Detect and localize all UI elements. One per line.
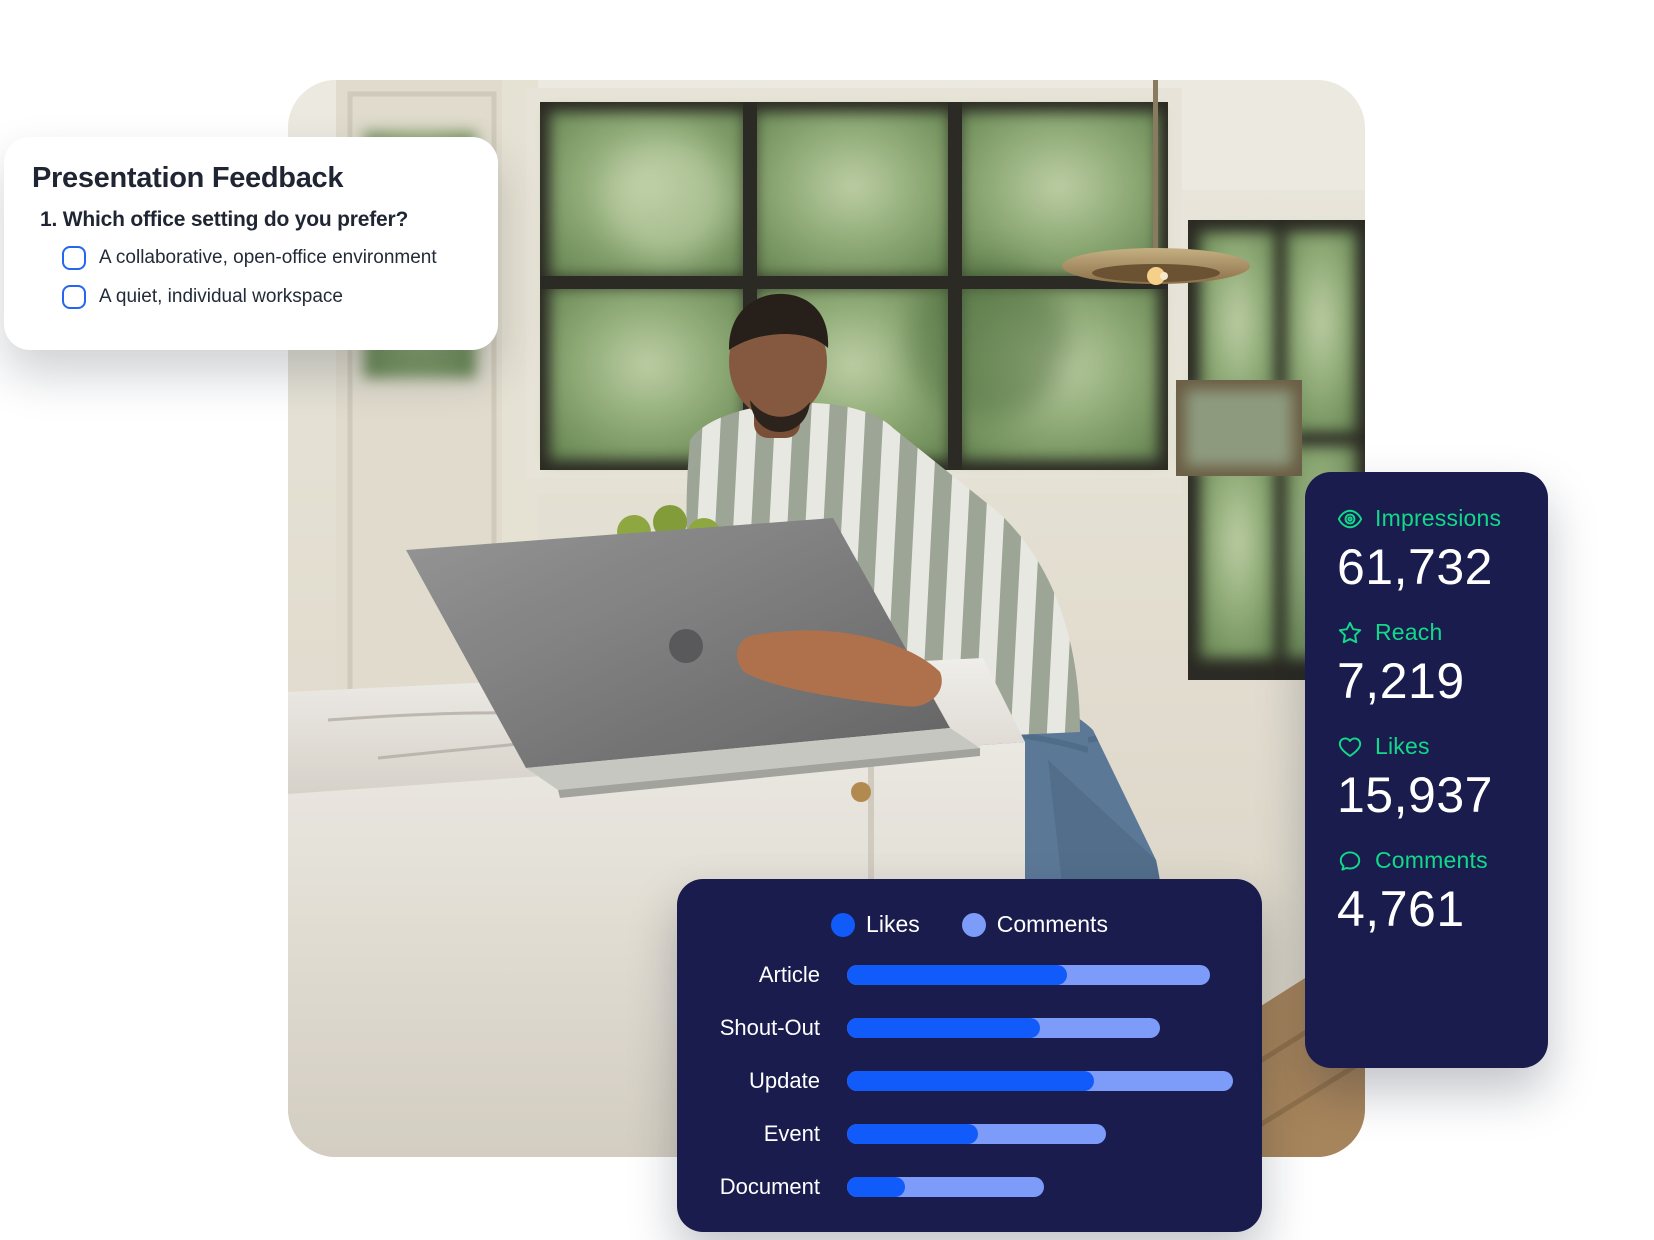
forearm <box>736 630 942 707</box>
chart-category-label: Shout-Out <box>719 1015 820 1040</box>
chart-row: Shout-Out <box>677 1015 1262 1040</box>
bar-likes-segment <box>847 965 1068 985</box>
stat-header: Comments <box>1337 847 1528 874</box>
bar-likes-segment <box>847 1177 905 1197</box>
feedback-card-title: Presentation Feedback <box>32 162 344 194</box>
presentation-feedback-card: Presentation Feedback 1. Which office se… <box>4 137 498 350</box>
legend-dot-icon <box>831 912 856 937</box>
stat-block: Comments 4,761 <box>1337 847 1528 937</box>
beard <box>750 400 810 432</box>
chat-icon <box>1339 850 1361 871</box>
legend-label: Comments <box>996 911 1108 937</box>
chart-category-label: Update <box>749 1068 820 1093</box>
apple-logo <box>669 629 703 663</box>
feedback-options: A collaborative, open-office environment… <box>62 246 470 309</box>
stat-block: Impressions 61,732 <box>1337 505 1528 595</box>
bar-likes-segment <box>847 1018 1040 1038</box>
chart-row: Document <box>677 1174 1262 1199</box>
heart-icon <box>1338 736 1362 757</box>
stat-header: Impressions <box>1337 505 1528 532</box>
chart-category-label: Article <box>758 962 820 987</box>
engagement-chart-card: Likes Comments Article Shout-Out Update Even… <box>677 879 1262 1232</box>
chart-category-label: Document <box>719 1174 820 1199</box>
hair <box>728 293 829 350</box>
checkbox-option[interactable]: A collaborative, open-office environment <box>62 246 470 270</box>
chart-category-label: Event <box>763 1121 820 1146</box>
framed-art <box>1176 380 1302 476</box>
legend-item: Likes <box>831 911 920 938</box>
stat-label: Likes <box>1375 733 1430 759</box>
stat-value: 4,761 <box>1337 881 1465 937</box>
pendant-lamp <box>1062 80 1250 285</box>
legend-dot-icon <box>961 912 986 937</box>
stats-list: Impressions 61,732 Reach 7,219 Likes 15,937 Co… <box>1337 505 1528 937</box>
chart-row: Update <box>677 1068 1262 1093</box>
chart-bar-track <box>847 1018 1233 1038</box>
stat-value: 7,219 <box>1337 653 1465 709</box>
chart-legend: Likes Comments <box>677 911 1262 938</box>
stat-value: 15,937 <box>1337 767 1493 823</box>
bar-likes-segment <box>847 1071 1095 1091</box>
chart-bar-track <box>847 1124 1233 1144</box>
checkbox-option-label: A collaborative, open-office environment <box>99 247 437 268</box>
laptop <box>406 518 980 798</box>
stat-header: Likes <box>1337 733 1528 760</box>
checkbox[interactable] <box>62 246 86 270</box>
star-icon <box>1338 621 1362 643</box>
checkbox-option[interactable]: A quiet, individual workspace <box>62 285 470 309</box>
stat-label: Impressions <box>1375 505 1502 531</box>
chart-row: Event <box>677 1121 1262 1146</box>
chart-bar-track <box>847 1071 1233 1091</box>
checkbox-option-label: A quiet, individual workspace <box>99 286 343 307</box>
stat-label: Reach <box>1375 619 1443 645</box>
eye-icon <box>1337 509 1363 528</box>
stat-block: Reach 7,219 <box>1337 619 1528 709</box>
legend-item: Comments <box>961 911 1108 938</box>
engagement-stats-card: Impressions 61,732 Reach 7,219 Likes 15,937 Co… <box>1305 472 1548 1068</box>
chart-row: Article <box>677 962 1262 987</box>
feedback-question: 1. Which office setting do you prefer? <box>40 208 409 231</box>
stat-value: 61,732 <box>1337 539 1493 595</box>
stat-header: Reach <box>1337 619 1528 646</box>
bar-likes-segment <box>847 1124 979 1144</box>
chart-rows: Article Shout-Out Update Event Document <box>677 962 1262 1199</box>
checkbox[interactable] <box>62 285 86 309</box>
chart-bar-track <box>847 1177 1233 1197</box>
stat-label: Comments <box>1375 847 1488 873</box>
chart-bar-track <box>847 965 1233 985</box>
stat-block: Likes 15,937 <box>1337 733 1528 823</box>
legend-label: Likes <box>866 911 920 937</box>
